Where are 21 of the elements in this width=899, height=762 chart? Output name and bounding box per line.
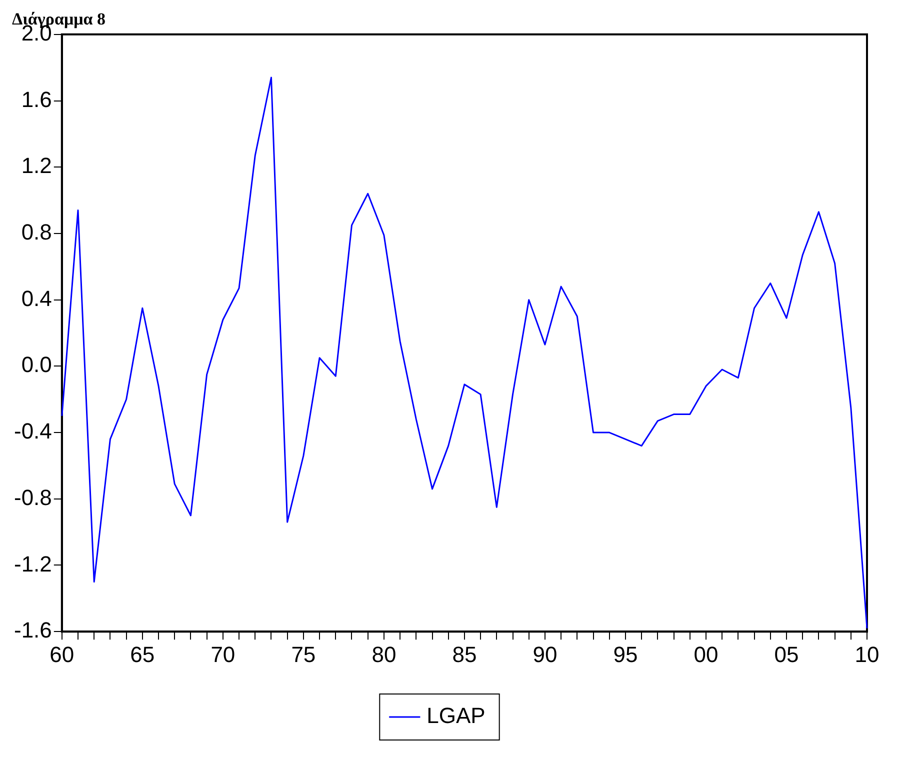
- x-tick-label: 65: [130, 642, 155, 667]
- y-tick-label: 0.4: [21, 286, 52, 311]
- x-tick-label: 90: [532, 642, 558, 667]
- y-tick-label: 1.6: [21, 86, 52, 112]
- y-tick-label: 1.2: [21, 153, 52, 178]
- x-tick-label: 05: [774, 642, 799, 667]
- y-tick-label: 0.0: [21, 352, 52, 378]
- legend-label: LGAP: [426, 703, 486, 728]
- y-tick-label: -0.4: [14, 418, 52, 444]
- y-tick-label: -1.6: [14, 618, 52, 643]
- y-tick-label: 0.8: [21, 220, 52, 245]
- x-tick-label: 80: [372, 642, 396, 667]
- y-tick-label: -1.2: [14, 551, 52, 576]
- x-tick-label: 60: [50, 642, 74, 667]
- x-tick-label: 95: [613, 642, 638, 667]
- y-tick-label: -0.8: [14, 484, 52, 510]
- x-tick-label: 75: [291, 642, 316, 667]
- x-tick-label: 00: [694, 642, 718, 667]
- x-tick-label: 85: [452, 642, 477, 667]
- x-tick-label: 70: [210, 642, 236, 667]
- x-tick-label: 10: [854, 642, 880, 667]
